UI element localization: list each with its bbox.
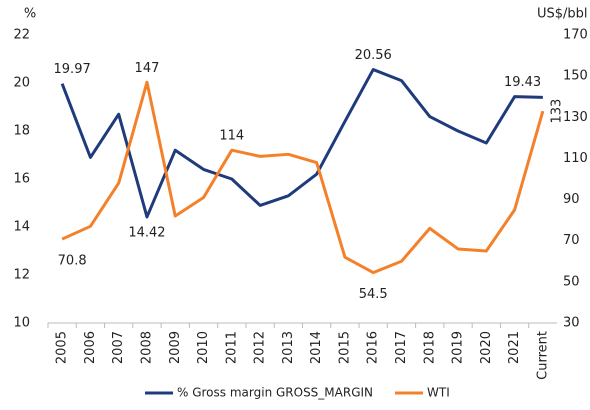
series-line xyxy=(60,68,543,219)
y2-tick-label: 30 xyxy=(563,316,580,331)
x-tick-label: 2009 xyxy=(168,331,183,364)
data-label: 70.8 xyxy=(58,254,87,269)
y2-tick-label: 150 xyxy=(563,69,588,84)
x-tick-label: 2014 xyxy=(309,331,324,364)
x-tick-label: 2011 xyxy=(224,331,239,364)
series-line xyxy=(61,80,545,275)
y-tick-label: 14 xyxy=(13,220,30,235)
y-tick-label: 12 xyxy=(13,268,30,283)
y2-axis-label: US$/bbl xyxy=(537,7,588,22)
x-tick-label: 2013 xyxy=(281,331,296,364)
x-tick-label: Current xyxy=(535,331,550,380)
y2-tick-label: 70 xyxy=(563,233,580,248)
x-tick-label: 2006 xyxy=(83,331,98,364)
y-tick-label: 16 xyxy=(13,172,30,187)
x-tick-label: 2017 xyxy=(394,331,409,364)
y-axis-label: % xyxy=(24,7,36,22)
x-tick-label: 2007 xyxy=(111,331,126,364)
y-tick-label: 20 xyxy=(13,76,30,91)
data-label: 147 xyxy=(135,61,160,76)
y-tick-label: 22 xyxy=(13,28,30,43)
x-tick-label: 2016 xyxy=(366,331,381,364)
y2-tick-label: 130 xyxy=(563,110,588,125)
y-tick-label: 10 xyxy=(13,316,30,331)
data-label: 19.97 xyxy=(54,62,91,77)
y-tick-label: 18 xyxy=(13,124,30,139)
x-tick-label: 2015 xyxy=(337,331,352,364)
x-tick-label: 2012 xyxy=(253,331,268,364)
x-tick-label: 2020 xyxy=(479,331,494,364)
x-tick-label: 2021 xyxy=(507,331,522,364)
data-label: 19.43 xyxy=(504,75,541,90)
x-tick-label: 2018 xyxy=(422,331,437,364)
y2-tick-label: 50 xyxy=(563,274,580,289)
data-label: 54.5 xyxy=(359,287,388,302)
y2-tick-label: 110 xyxy=(563,151,588,166)
data-label: 20.56 xyxy=(355,48,392,63)
x-tick-label: 2008 xyxy=(139,331,154,364)
data-label: 133 xyxy=(549,99,564,124)
x-tick-label: 2010 xyxy=(196,331,211,364)
y2-tick-label: 90 xyxy=(563,192,580,207)
data-label: 14.42 xyxy=(128,225,165,240)
legend-label: % Gross margin GROSS_MARGIN xyxy=(177,386,373,400)
x-tick-label: 2005 xyxy=(55,331,70,364)
x-tick-label: 2019 xyxy=(451,331,466,364)
legend-label: WTI xyxy=(427,386,450,400)
y2-tick-label: 170 xyxy=(563,28,588,43)
data-label: 114 xyxy=(219,129,244,144)
